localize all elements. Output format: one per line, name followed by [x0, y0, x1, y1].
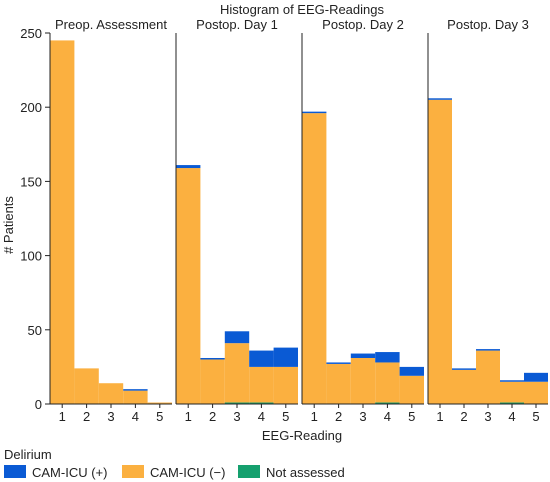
x-tick-label: 5	[532, 409, 539, 424]
bar-segment	[273, 347, 298, 367]
x-tick-label: 3	[359, 409, 366, 424]
legend-swatch	[122, 465, 144, 478]
x-tick-label: 2	[83, 409, 90, 424]
bar-segment	[452, 369, 476, 404]
bar-segment	[524, 381, 548, 404]
y-tick-label: 200	[20, 100, 42, 115]
x-tick-label: 3	[107, 409, 114, 424]
bar-segment	[375, 352, 400, 363]
bar-segment	[452, 368, 476, 370]
bar-segment	[249, 366, 274, 403]
panel-title: Postop. Day 1	[196, 17, 278, 32]
bar-segment	[273, 366, 298, 404]
bar-segment	[524, 372, 548, 382]
legend-swatch	[238, 465, 260, 478]
bar-segment	[123, 390, 148, 404]
bar-segment	[123, 389, 148, 391]
x-tick-label: 1	[185, 409, 192, 424]
bar-segment	[176, 165, 201, 169]
x-tick-label: 1	[311, 409, 318, 424]
bar-segment	[176, 168, 201, 404]
bar-segment	[249, 350, 274, 367]
panel-title: Postop. Day 2	[322, 17, 404, 32]
bar-segment	[500, 402, 524, 404]
bar-segment	[500, 381, 524, 403]
facet-panel: Postop. Day 1 1 2 3 4 5	[175, 17, 298, 424]
x-tick-label: 3	[233, 409, 240, 424]
x-tick-label: 5	[408, 409, 415, 424]
legend-label: CAM-ICU (−)	[150, 465, 225, 480]
x-tick-label: 5	[282, 409, 289, 424]
x-tick-label: 2	[460, 409, 467, 424]
bar-segment	[147, 402, 172, 404]
bar-segment	[224, 331, 250, 344]
panel-title: Preop. Assessment	[55, 17, 167, 32]
x-tick-label: 1	[59, 409, 66, 424]
x-tick-label: 2	[209, 409, 216, 424]
x-tick-label: 2	[335, 409, 342, 424]
y-tick-label: 100	[20, 249, 42, 264]
bar-segment	[399, 375, 424, 404]
y-tick-label: 250	[20, 26, 42, 41]
bar-segment	[200, 357, 225, 360]
facet-panel: Preop. Assessment 1 2 3 4 5	[49, 17, 172, 424]
x-tick-label: 4	[508, 409, 515, 424]
bar-segment	[302, 113, 327, 405]
legend-title: Delirium	[4, 447, 52, 462]
bar-segment	[326, 362, 351, 364]
facet-panel: Postop. Day 3 1 2 3 4 5	[427, 17, 548, 424]
bar-segment	[428, 99, 452, 404]
bar-segment	[500, 380, 524, 382]
legend-item: CAM-ICU (+)	[4, 465, 107, 480]
x-tick-label: 4	[384, 409, 391, 424]
x-tick-label: 4	[258, 409, 265, 424]
x-tick-label: 4	[132, 409, 139, 424]
bar-segment	[200, 359, 225, 404]
bar-segment	[375, 402, 400, 404]
bar-segment	[476, 349, 500, 351]
legend: Delirium CAM-ICU (+) CAM-ICU (−) Not asses…	[4, 447, 345, 480]
y-tick-label: 0	[35, 397, 42, 412]
bar-segment	[74, 368, 99, 404]
bar-segment	[249, 402, 274, 404]
x-tick-label: 1	[436, 409, 443, 424]
bar-segment	[476, 350, 500, 404]
bar-segment	[326, 363, 351, 404]
x-axis-label: EEG-Reading	[262, 428, 342, 443]
legend-item: CAM-ICU (−)	[122, 465, 225, 480]
legend-label: CAM-ICU (+)	[32, 465, 107, 480]
legend-swatch	[4, 465, 26, 478]
legend-item: Not assessed	[238, 465, 345, 480]
x-tick-label: 3	[484, 409, 491, 424]
legend-label: Not assessed	[266, 465, 345, 480]
bar-segment	[50, 40, 75, 405]
panel-title: Postop. Day 3	[447, 17, 529, 32]
bar-segment	[350, 357, 376, 404]
bar-segment	[224, 402, 250, 404]
bar-segment	[375, 362, 400, 403]
bar-segment	[302, 111, 327, 114]
bar-segment	[428, 98, 452, 100]
y-tick-label: 150	[20, 174, 42, 189]
facet-panel: Postop. Day 2 1 2 3 4 5	[301, 17, 424, 424]
y-axis-label: # Patients	[1, 196, 16, 254]
bar-segment	[98, 383, 124, 404]
x-tick-label: 5	[156, 409, 163, 424]
bar-segment	[224, 343, 250, 403]
bar-segment	[399, 366, 424, 376]
chart-title: Histogram of EEG-Readings	[220, 2, 385, 17]
bar-segment	[350, 353, 376, 358]
y-tick-label: 50	[28, 323, 42, 338]
